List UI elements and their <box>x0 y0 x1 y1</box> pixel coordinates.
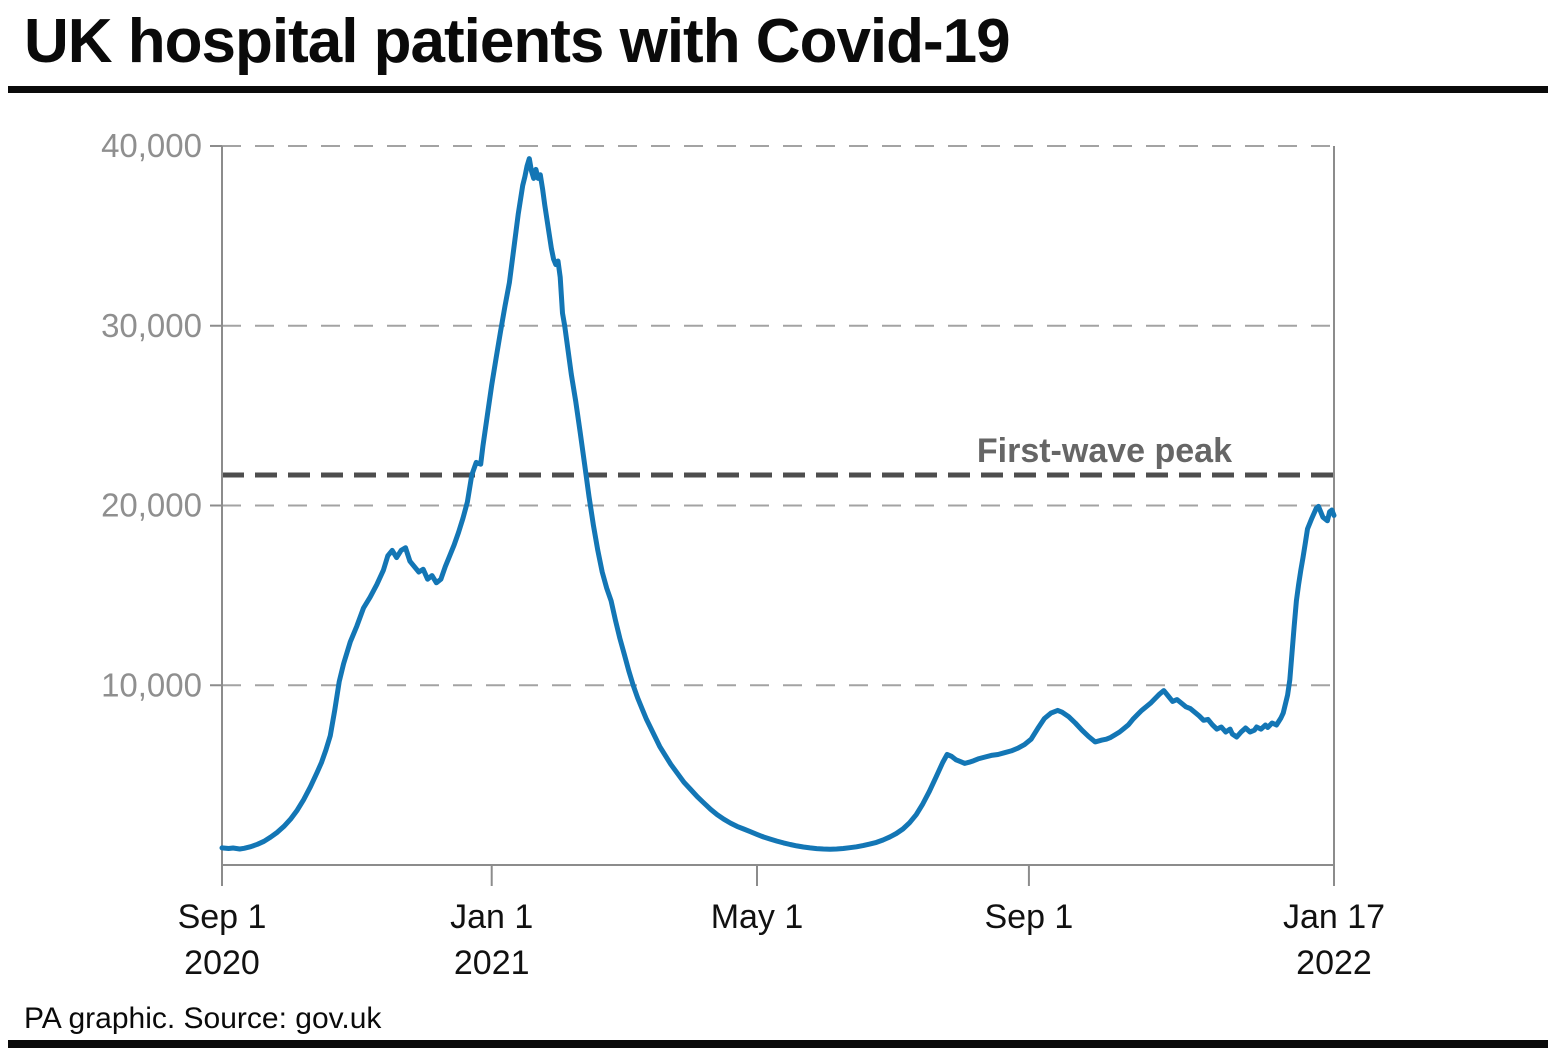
y-tick-label: 40,000 <box>101 127 202 164</box>
y-tick-label: 30,000 <box>101 307 202 344</box>
x-tick-label: May 1 <box>711 898 804 936</box>
page-title: UK hospital patients with Covid-19 <box>24 7 1011 76</box>
bottom-rule <box>8 1040 1548 1048</box>
first-wave-peak-label: First-wave peak <box>977 432 1232 470</box>
source-text: PA graphic. Source: gov.uk <box>24 1002 382 1035</box>
y-tick-label: 10,000 <box>101 666 202 703</box>
x-tick-label: Sep 1 <box>178 898 267 936</box>
x-tick-label: 2020 <box>184 944 260 982</box>
x-tick-label: 2021 <box>454 944 530 982</box>
title-rule <box>8 86 1548 93</box>
y-tick-label: 20,000 <box>101 487 202 524</box>
x-tick-label: Sep 1 <box>984 898 1073 936</box>
covid-patients-series-line <box>219 156 1337 852</box>
x-tick-label: 2022 <box>1296 944 1372 982</box>
x-tick-label: Jan 17 <box>1283 898 1385 936</box>
x-tick-label: Jan 1 <box>450 898 533 936</box>
